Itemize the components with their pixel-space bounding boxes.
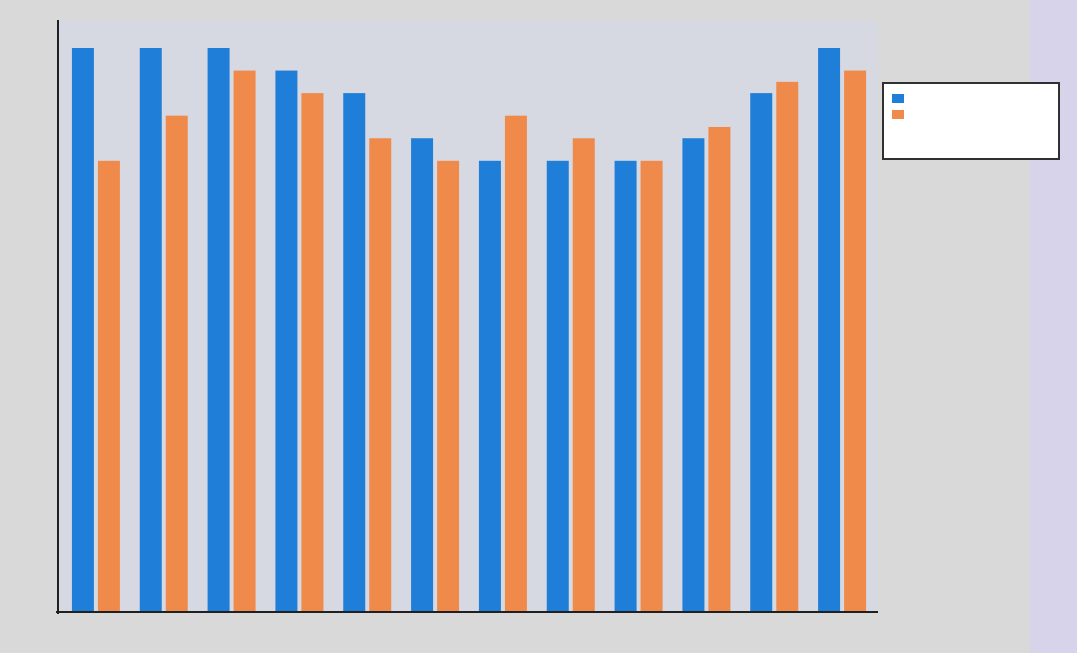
bar — [614, 160, 637, 613]
bar — [682, 138, 705, 613]
bar — [437, 160, 460, 613]
bar — [776, 81, 799, 613]
bar — [504, 115, 527, 613]
bar — [207, 48, 230, 612]
bar — [572, 138, 595, 613]
chart-legend — [882, 82, 1060, 160]
bar — [97, 160, 120, 613]
bar — [844, 70, 867, 612]
legend-item — [892, 106, 1052, 122]
bar — [750, 93, 773, 613]
bar — [818, 48, 841, 612]
bar — [640, 160, 663, 613]
bar — [411, 138, 434, 613]
legend-swatch — [892, 93, 904, 103]
bar — [343, 93, 366, 613]
bar — [165, 115, 188, 613]
bar — [71, 48, 94, 612]
plot-background — [58, 20, 878, 612]
bar — [708, 126, 731, 613]
bar — [233, 70, 256, 612]
bar — [275, 70, 298, 612]
bar — [369, 138, 392, 613]
bar — [301, 93, 324, 613]
bar — [546, 160, 569, 613]
bar — [139, 48, 162, 612]
bars-layer — [71, 48, 867, 613]
legend-item — [892, 90, 1052, 106]
legend-swatch — [892, 109, 904, 119]
bar — [478, 160, 501, 613]
